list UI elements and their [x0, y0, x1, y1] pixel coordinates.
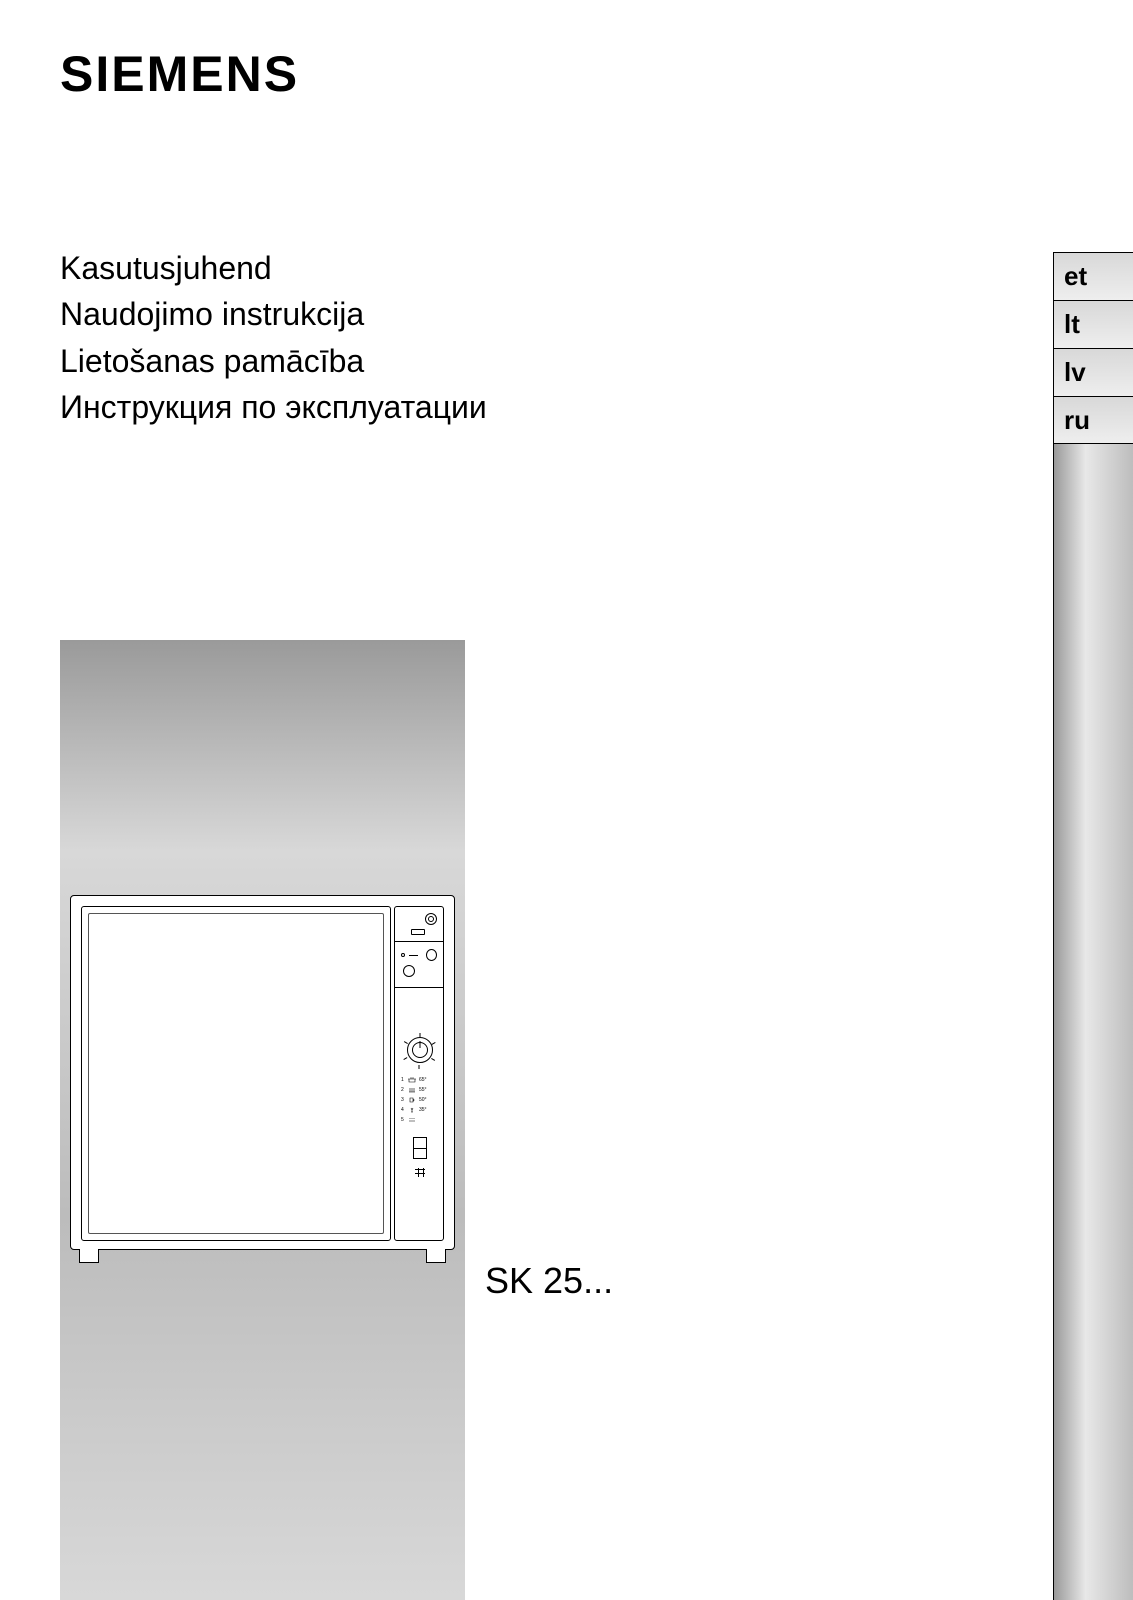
dash-icon: [409, 955, 418, 956]
title-et: Kasutusjuhend: [60, 245, 487, 291]
program-list: 1 65° 2 55° 3 50° 4 35°: [401, 1075, 439, 1125]
lang-tab-lt[interactable]: lt: [1053, 300, 1133, 348]
title-lv: Lietošanas pamācība: [60, 338, 487, 384]
panel-divider-1: [395, 941, 443, 942]
appliance-door-inner: [88, 913, 384, 1234]
control-panel: 1 65° 2 55° 3 50° 4 35°: [394, 906, 444, 1241]
indicator-row: [401, 949, 437, 961]
program-temp: 65°: [419, 1076, 427, 1085]
cup-icon: [408, 1097, 416, 1103]
program-row: 5: [401, 1115, 439, 1125]
title-lt: Naudojimo instrukcija: [60, 291, 487, 337]
power-knob: [425, 913, 437, 925]
program-dial: [407, 1037, 433, 1063]
document-titles: Kasutusjuhend Naudojimo instrukcija Liet…: [60, 245, 487, 431]
language-tabs: et lt lv ru: [1053, 252, 1133, 444]
led-icon: [401, 953, 405, 957]
program-row: 4 35°: [401, 1105, 439, 1115]
appliance-illustration: 1 65° 2 55° 3 50° 4 35°: [70, 895, 455, 1250]
program-row: 2 55°: [401, 1085, 439, 1095]
product-illustration-area: 1 65° 2 55° 3 50° 4 35°: [60, 640, 465, 1600]
program-number: 5: [401, 1116, 405, 1125]
appliance-door: [81, 906, 391, 1241]
bottom-mark-icon: [415, 1169, 425, 1174]
rinse-icon: [408, 1117, 416, 1123]
lang-tab-lv[interactable]: lv: [1053, 348, 1133, 396]
lang-tab-et[interactable]: et: [1053, 252, 1133, 300]
secondary-knob: [403, 965, 415, 977]
dial-tick: [403, 1057, 407, 1060]
model-number: SK 25...: [485, 1260, 613, 1302]
detergent-dispenser-icon: [413, 1137, 427, 1159]
program-row: 3 50°: [401, 1095, 439, 1105]
program-row: 1 65°: [401, 1075, 439, 1085]
display-icon: [411, 929, 425, 935]
program-number: 1: [401, 1076, 405, 1085]
glass-icon: [408, 1107, 416, 1113]
pot-icon: [408, 1077, 416, 1083]
program-number: 3: [401, 1096, 405, 1105]
dial-tick: [404, 1041, 408, 1044]
appliance-foot: [426, 1249, 446, 1263]
program-number: 2: [401, 1086, 405, 1095]
program-number: 4: [401, 1106, 405, 1115]
brand-logo: SIEMENS: [60, 45, 299, 103]
dial-tick: [431, 1058, 435, 1061]
dial-tick: [419, 1065, 420, 1069]
dial-tick: [420, 1033, 421, 1037]
lang-tab-ru[interactable]: ru: [1053, 396, 1133, 444]
appliance-foot: [79, 1249, 99, 1263]
program-temp: 55°: [419, 1086, 427, 1095]
title-ru: Инструкция по эксплуатации: [60, 384, 487, 430]
panel-divider-2: [395, 987, 443, 988]
program-temp: 35°: [419, 1106, 427, 1115]
plates-icon: [408, 1087, 416, 1093]
dial-tick: [432, 1042, 436, 1045]
small-knob-icon: [426, 949, 437, 961]
program-temp: 50°: [419, 1096, 427, 1105]
language-sidebar-gradient: [1053, 444, 1133, 1600]
